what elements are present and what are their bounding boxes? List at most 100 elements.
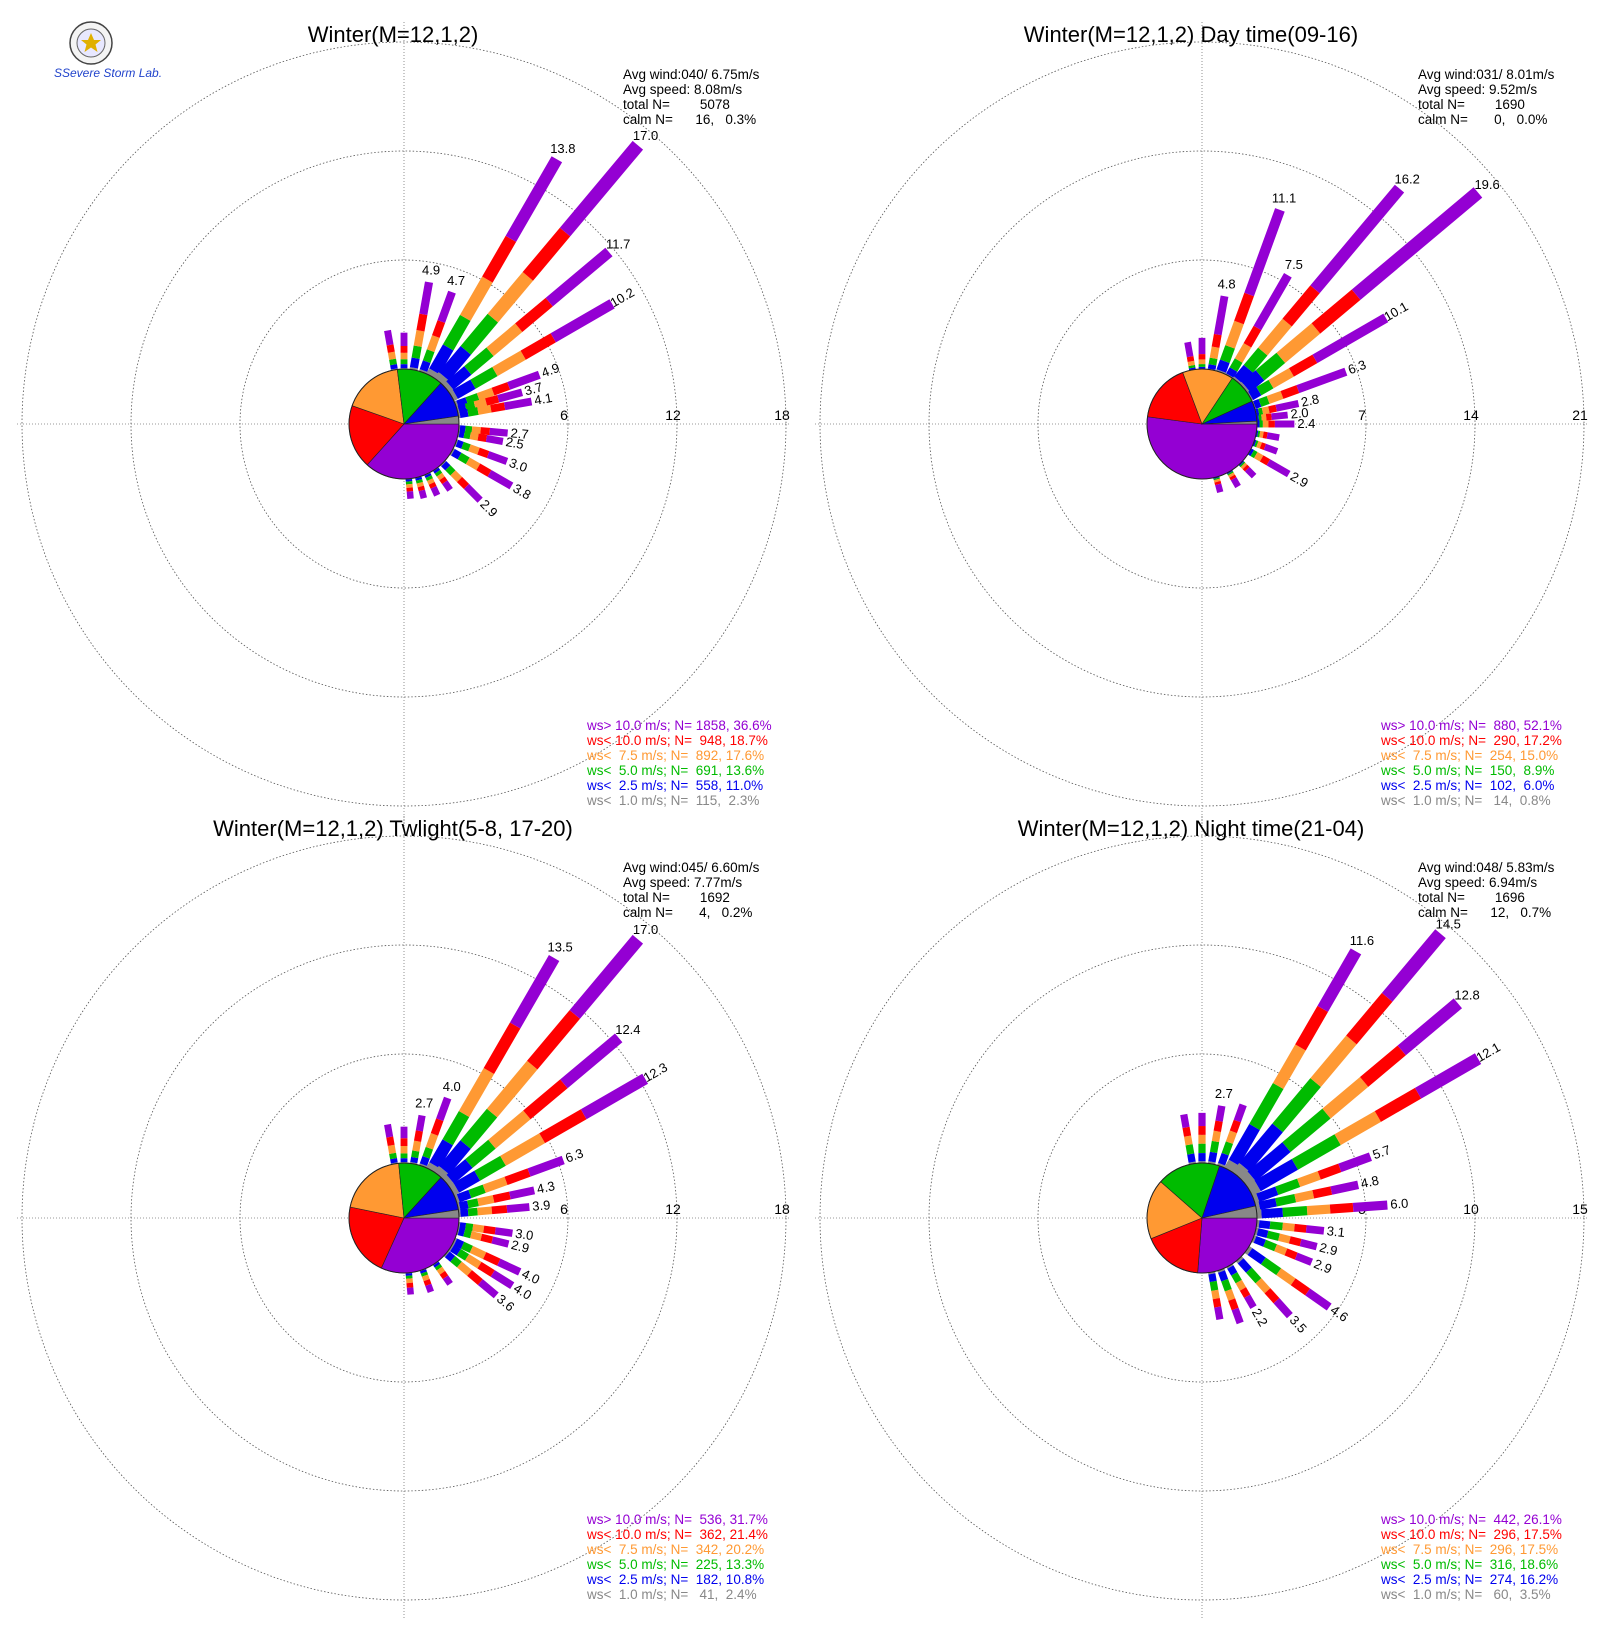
- spoke-segment: [1198, 354, 1206, 360]
- spoke-segment: [1254, 1158, 1299, 1192]
- spoke-label: 13.8: [550, 141, 575, 156]
- spoke-segment: [1198, 366, 1206, 369]
- range-ring: [1037, 1053, 1367, 1383]
- spoke-segment: [1305, 1225, 1325, 1235]
- spoke-segment: [1211, 333, 1222, 348]
- ring-label: 7: [1358, 407, 1366, 423]
- range-ring: [1037, 259, 1367, 589]
- spoke-segment: [1198, 1126, 1206, 1135]
- spoke: [400, 332, 408, 369]
- spoke-segment: [1261, 1207, 1284, 1219]
- spoke-segment: [389, 358, 397, 366]
- spoke-segment: [464, 347, 494, 375]
- spoke-segment: [1243, 325, 1262, 348]
- spoke-segment: [490, 1270, 515, 1289]
- spoke-segment: [436, 1096, 452, 1122]
- spoke-segment: [442, 1110, 470, 1146]
- spoke-segment: [460, 1241, 473, 1253]
- spoke-segment: [1252, 398, 1262, 409]
- spoke-segment: [483, 1225, 496, 1235]
- spoke-label: 2.9: [1288, 469, 1311, 491]
- pie-outline: [1146, 368, 1258, 480]
- legend-entry: ws< 2.5 m/s; N= 274, 16.2%: [1380, 1572, 1558, 1587]
- spoke-label: 4.0: [443, 1079, 461, 1094]
- spoke-segment: [477, 1279, 499, 1299]
- spoke-label: 11.7: [606, 236, 630, 251]
- spoke-segment: [400, 1126, 408, 1139]
- spoke-segment: [1259, 430, 1264, 439]
- spoke-segment: [1282, 285, 1320, 327]
- spoke: [448, 1243, 515, 1289]
- spoke-segment: [400, 1138, 408, 1146]
- spoke-segment: [1274, 420, 1295, 428]
- spoke-segment: [1268, 420, 1275, 428]
- spoke-segment: [1255, 352, 1286, 381]
- spoke-segment: [386, 344, 395, 353]
- spoke-segment: [1248, 386, 1262, 401]
- spoke-segment: [1256, 379, 1274, 396]
- spoke: [1244, 1246, 1332, 1311]
- legend-entry: ws< 2.5 m/s; N= 102, 6.0%: [1380, 778, 1554, 793]
- spoke-segment: [471, 426, 481, 435]
- spoke-label: 2.9: [510, 1237, 531, 1256]
- spoke: [384, 1123, 398, 1165]
- spoke-segment: [1227, 1265, 1238, 1276]
- spoke-segment: [539, 1109, 587, 1144]
- spoke-segment: [559, 140, 644, 237]
- spoke-segment: [390, 1158, 398, 1164]
- spoke-segment: [400, 1145, 408, 1154]
- info-line: Avg speed: 9.52m/s: [1418, 82, 1537, 97]
- spoke-segment: [1266, 390, 1284, 404]
- spoke-segment: [1228, 1123, 1260, 1166]
- spoke-segment: [450, 1256, 462, 1268]
- spoke-segment: [515, 297, 553, 333]
- pie-slice: [1146, 416, 1258, 480]
- legend-entry: ws< 7.5 m/s; N= 892, 17.6%: [586, 748, 764, 763]
- spoke: [384, 329, 398, 371]
- spoke: [405, 478, 414, 499]
- info-line: Avg wind:045/ 6.60m/s: [623, 860, 760, 875]
- spoke-segment: [500, 1133, 546, 1166]
- spoke-segment: [460, 276, 493, 321]
- spoke-segment: [1198, 337, 1206, 355]
- info-line: Avg wind:031/ 8.01m/s: [1418, 67, 1555, 82]
- spoke-segment: [1225, 320, 1244, 349]
- spoke-segment: [1262, 420, 1269, 428]
- logo-star: [81, 33, 101, 52]
- spoke-segment: [419, 360, 431, 372]
- spoke-segment: [1272, 1044, 1306, 1090]
- spoke-segment: [477, 1195, 495, 1207]
- spoke-segment: [412, 1140, 422, 1152]
- spoke-segment: [1211, 1289, 1220, 1300]
- spoke-segment: [468, 1184, 486, 1199]
- info-line: total N= 5078: [623, 97, 730, 112]
- spoke-segment: [503, 397, 533, 411]
- spoke-segment: [386, 1136, 395, 1147]
- spoke-segment: [483, 1022, 521, 1074]
- spoke-segment: [492, 350, 526, 377]
- info-line: total N= 1696: [1418, 890, 1525, 905]
- spoke-segment: [448, 1182, 460, 1196]
- spoke-label: 4.1: [533, 390, 553, 408]
- info-line: Avg speed: 8.08m/s: [623, 82, 742, 97]
- spoke-segment: [520, 333, 556, 360]
- legend-entry: ws< 5.0 m/s; N= 150, 8.9%: [1380, 763, 1554, 778]
- ring-label: 21: [1572, 407, 1588, 423]
- spoke-segment: [442, 314, 471, 351]
- spoke-segment: [1254, 1227, 1259, 1236]
- spoke-segment: [1264, 1288, 1280, 1304]
- spoke-segment: [1220, 345, 1235, 364]
- spoke: [426, 954, 560, 1174]
- spoke-segment: [1265, 413, 1272, 421]
- spoke-segment: [1258, 1220, 1271, 1229]
- spoke-segment: [491, 1236, 510, 1248]
- spoke-segment: [1221, 1141, 1234, 1156]
- spoke-segment: [486, 323, 523, 357]
- spoke-segment: [419, 1163, 428, 1168]
- spoke-segment: [476, 387, 495, 401]
- spoke-segment: [550, 299, 615, 343]
- spoke-segment: [467, 407, 479, 417]
- spoke: [1254, 1180, 1360, 1211]
- spoke-segment: [486, 451, 509, 465]
- spoke-segment: [1330, 1180, 1360, 1195]
